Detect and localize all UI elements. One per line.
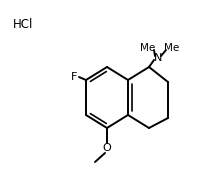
Text: Me: Me <box>164 43 180 53</box>
Text: Me: Me <box>140 43 156 53</box>
Text: N: N <box>154 53 162 63</box>
Text: F: F <box>71 72 77 82</box>
Text: O: O <box>103 143 111 153</box>
Text: HCl: HCl <box>13 18 33 31</box>
